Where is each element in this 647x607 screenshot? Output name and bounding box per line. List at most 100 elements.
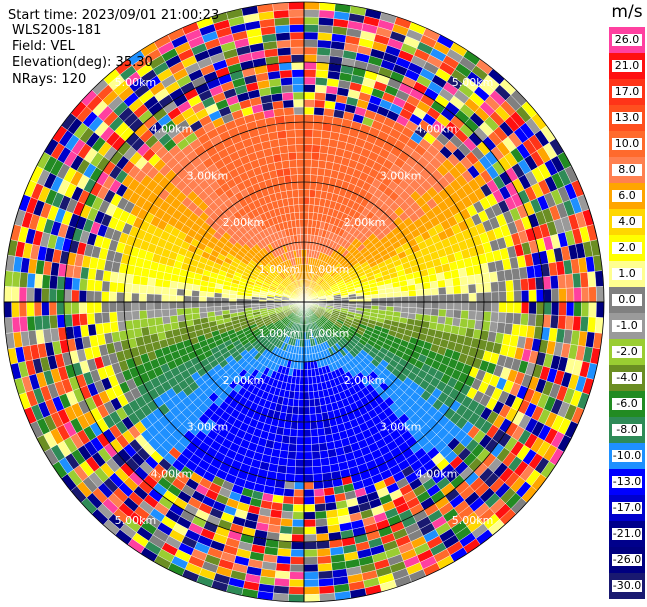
ring-label: 2.00km	[344, 216, 386, 229]
field-cell	[296, 166, 305, 175]
field-cell	[513, 301, 522, 314]
field-cell	[279, 449, 289, 459]
field-cell	[312, 122, 324, 131]
field-cell	[228, 305, 238, 311]
field-cell	[307, 368, 313, 378]
field-cell	[321, 130, 332, 140]
field-cell	[310, 428, 319, 437]
field-cell	[297, 406, 305, 415]
field-cell	[303, 151, 313, 160]
field-cell	[292, 511, 305, 520]
field-cell	[453, 301, 462, 311]
field-cell	[116, 301, 125, 312]
field-cell	[482, 282, 492, 293]
field-cell	[162, 315, 171, 325]
field-cell	[86, 279, 96, 292]
colorbar-label: -8.0	[616, 423, 637, 436]
field-cell	[101, 301, 110, 313]
field-cell	[431, 294, 440, 303]
field-cell	[316, 547, 331, 557]
field-cell	[298, 399, 305, 408]
field-cell	[161, 301, 170, 310]
field-cell	[291, 413, 299, 423]
field-cell	[64, 276, 73, 291]
field-cell	[303, 106, 315, 115]
field-cell	[371, 297, 380, 303]
field-cell	[452, 309, 462, 319]
colorbar-label: -13.0	[613, 475, 641, 488]
field-cell	[71, 313, 81, 327]
field-cell	[86, 290, 95, 303]
field-cell	[320, 137, 331, 147]
field-cell	[296, 159, 305, 168]
field-cell	[290, 421, 298, 430]
field-cell	[313, 390, 320, 400]
field-cell	[288, 443, 297, 452]
field-cell	[288, 578, 305, 588]
field-cell	[303, 196, 310, 205]
field-cell	[295, 151, 305, 160]
field-cell	[312, 458, 322, 467]
ring-label: 5.00km	[452, 76, 494, 89]
field-cell	[283, 107, 295, 116]
field-cell	[288, 152, 297, 161]
field-cell	[580, 286, 590, 303]
field-cell	[371, 301, 380, 307]
field-cell	[314, 495, 326, 505]
field-cell	[466, 319, 476, 330]
field-cell	[309, 181, 317, 191]
field-cell	[221, 301, 230, 307]
field-cell	[273, 107, 285, 118]
field-cell	[26, 301, 35, 317]
field-cell	[292, 398, 300, 408]
field-cell	[558, 301, 567, 316]
field-cell	[303, 541, 318, 550]
field-cell	[415, 289, 425, 297]
field-cell	[303, 24, 319, 33]
field-cell	[299, 376, 305, 385]
field-cell	[423, 288, 432, 296]
field-cell	[146, 293, 155, 303]
field-cell	[176, 308, 185, 316]
ring-label: 5.00km	[452, 514, 494, 527]
field-cell	[289, 428, 298, 437]
field-cell	[116, 282, 126, 293]
field-cell	[429, 315, 439, 324]
field-cell	[131, 283, 141, 294]
field-cell	[71, 277, 81, 291]
field-cell	[306, 354, 311, 363]
field-cell	[513, 290, 522, 303]
colorbar-label: -4.0	[616, 371, 637, 384]
field-cell	[108, 301, 117, 313]
colorbar-label: -1.0	[616, 319, 637, 332]
field-cell	[408, 290, 417, 297]
field-cell	[488, 321, 499, 333]
field-cell	[314, 503, 327, 512]
field-cell	[79, 313, 88, 326]
field-cell	[303, 39, 318, 48]
field-cell	[154, 286, 163, 295]
field-cell	[292, 504, 305, 513]
field-cell	[131, 301, 140, 312]
field-cell	[33, 287, 43, 303]
field-cell	[291, 61, 305, 71]
field-cell	[310, 421, 318, 430]
field-cell	[320, 457, 331, 467]
field-cell	[497, 312, 507, 324]
field-cell	[64, 313, 73, 328]
field-cell	[297, 189, 305, 198]
field-cell	[146, 285, 156, 295]
field-cell	[109, 311, 118, 323]
field-cell	[415, 307, 425, 315]
field-cell	[101, 312, 111, 324]
field-cell	[312, 465, 323, 475]
field-cell	[311, 450, 321, 460]
field-cell	[393, 301, 402, 308]
field-cell	[183, 301, 192, 309]
field-cell	[579, 316, 589, 332]
field-cell	[139, 318, 149, 329]
field-cell	[303, 533, 317, 543]
ring-label: 1.00km	[259, 327, 301, 340]
field-cell	[132, 274, 142, 285]
colorbar-label: -2.0	[616, 345, 637, 358]
